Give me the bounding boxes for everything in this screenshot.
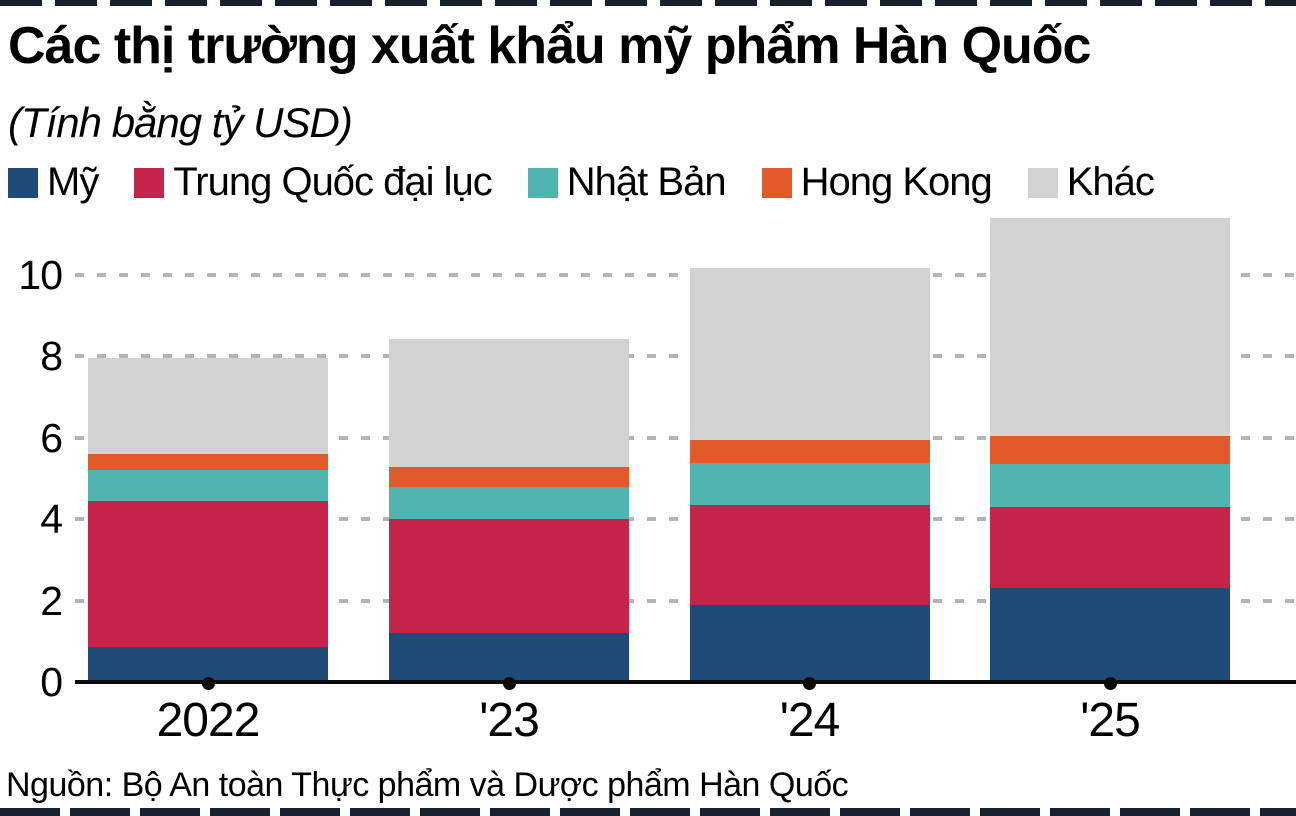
y-tick-label-0: 0 (40, 659, 63, 705)
axis-tick-dot (803, 677, 816, 690)
segment-trung-quốc-đại-lục (990, 506, 1230, 589)
segment-mỹ (689, 604, 930, 682)
segment-hong-kong (689, 439, 930, 464)
gridline-2 (75, 598, 1296, 603)
bar-2022 (88, 358, 328, 682)
x-tick-label-23: '23 (479, 694, 540, 747)
legend-label: Mỹ (47, 160, 99, 204)
segment-nhật-bản (990, 464, 1230, 507)
legend-item-nhật-bản: Nhật Bản (527, 160, 727, 205)
legend-label: Khác (1066, 160, 1155, 204)
gridline-6 (75, 435, 1296, 440)
segment-nhật-bản (88, 470, 328, 501)
source-note: Nguồn: Bộ An toàn Thực phẩm và Dược phẩm… (6, 766, 849, 804)
plot-area (75, 190, 1296, 682)
axis-tick-dot (502, 677, 516, 690)
top-crop-strip (0, 0, 1296, 6)
legend-swatch-icon (134, 167, 165, 198)
bottom-crop-strip (0, 808, 1296, 816)
legend-item-hong-kong: Hong Kong (761, 160, 993, 205)
legend-item-khác: Khác (1027, 160, 1155, 205)
chart-subtitle: (Tính bằng tỷ USD) (8, 99, 353, 146)
legend-label: Trung Quốc đại lục (173, 160, 492, 204)
segment-khác (689, 268, 930, 440)
chart-title: Các thị trường xuất khẩu mỹ phẩm Hàn Quố… (8, 17, 1091, 75)
axis-tick-dot (201, 677, 215, 690)
x-tick-label-24: '24 (779, 694, 841, 747)
x-axis-line (75, 680, 1296, 684)
legend-swatch-icon (1027, 167, 1058, 198)
segment-mỹ (990, 588, 1230, 682)
y-tick-label-2: 2 (40, 577, 63, 624)
gridline-8 (75, 354, 1296, 358)
legend-item-trung-quốc-đại-lục: Trung Quốc đại lục (134, 160, 493, 205)
y-tick-label-10: 10 (18, 251, 63, 298)
legend: Mỹ Trung Quốc đại lục Nhật Bản Hong Kong Khá… (8, 160, 1155, 205)
legend-swatch-icon (8, 167, 38, 198)
segment-khác (389, 338, 629, 467)
segment-hong-kong (990, 436, 1230, 464)
segment-nhật-bản (389, 487, 629, 520)
segment-trung-quốc-đại-lục (689, 504, 930, 605)
segment-khác (88, 358, 328, 454)
x-tick-label-25: '25 (1080, 694, 1141, 747)
legend-swatch-icon (761, 167, 792, 198)
axis-tick-dot (1103, 677, 1117, 690)
gridline-4 (75, 517, 1296, 521)
gridline-10 (75, 272, 1296, 277)
bar-25 (990, 218, 1230, 682)
segment-mỹ (88, 647, 328, 682)
x-tick-label-2022: 2022 (156, 694, 261, 747)
segment-hong-kong (88, 453, 328, 471)
y-tick-label-4: 4 (40, 496, 63, 542)
segment-hong-kong (389, 466, 629, 488)
segment-nhật-bản (689, 463, 930, 505)
segment-trung-quốc-đại-lục (389, 519, 629, 634)
bar-23 (389, 338, 629, 682)
segment-khác (990, 218, 1230, 437)
legend-item-mỹ: Mỹ (8, 160, 99, 205)
y-tick-label-8: 8 (40, 333, 63, 379)
y-tick-label-6: 6 (40, 414, 63, 461)
segment-mỹ (389, 633, 629, 682)
legend-swatch-icon (527, 167, 558, 198)
legend-label: Nhật Bản (566, 160, 727, 204)
legend-label: Hong Kong (800, 160, 993, 204)
bar-24 (689, 268, 930, 682)
segment-trung-quốc-đại-lục (88, 500, 328, 648)
